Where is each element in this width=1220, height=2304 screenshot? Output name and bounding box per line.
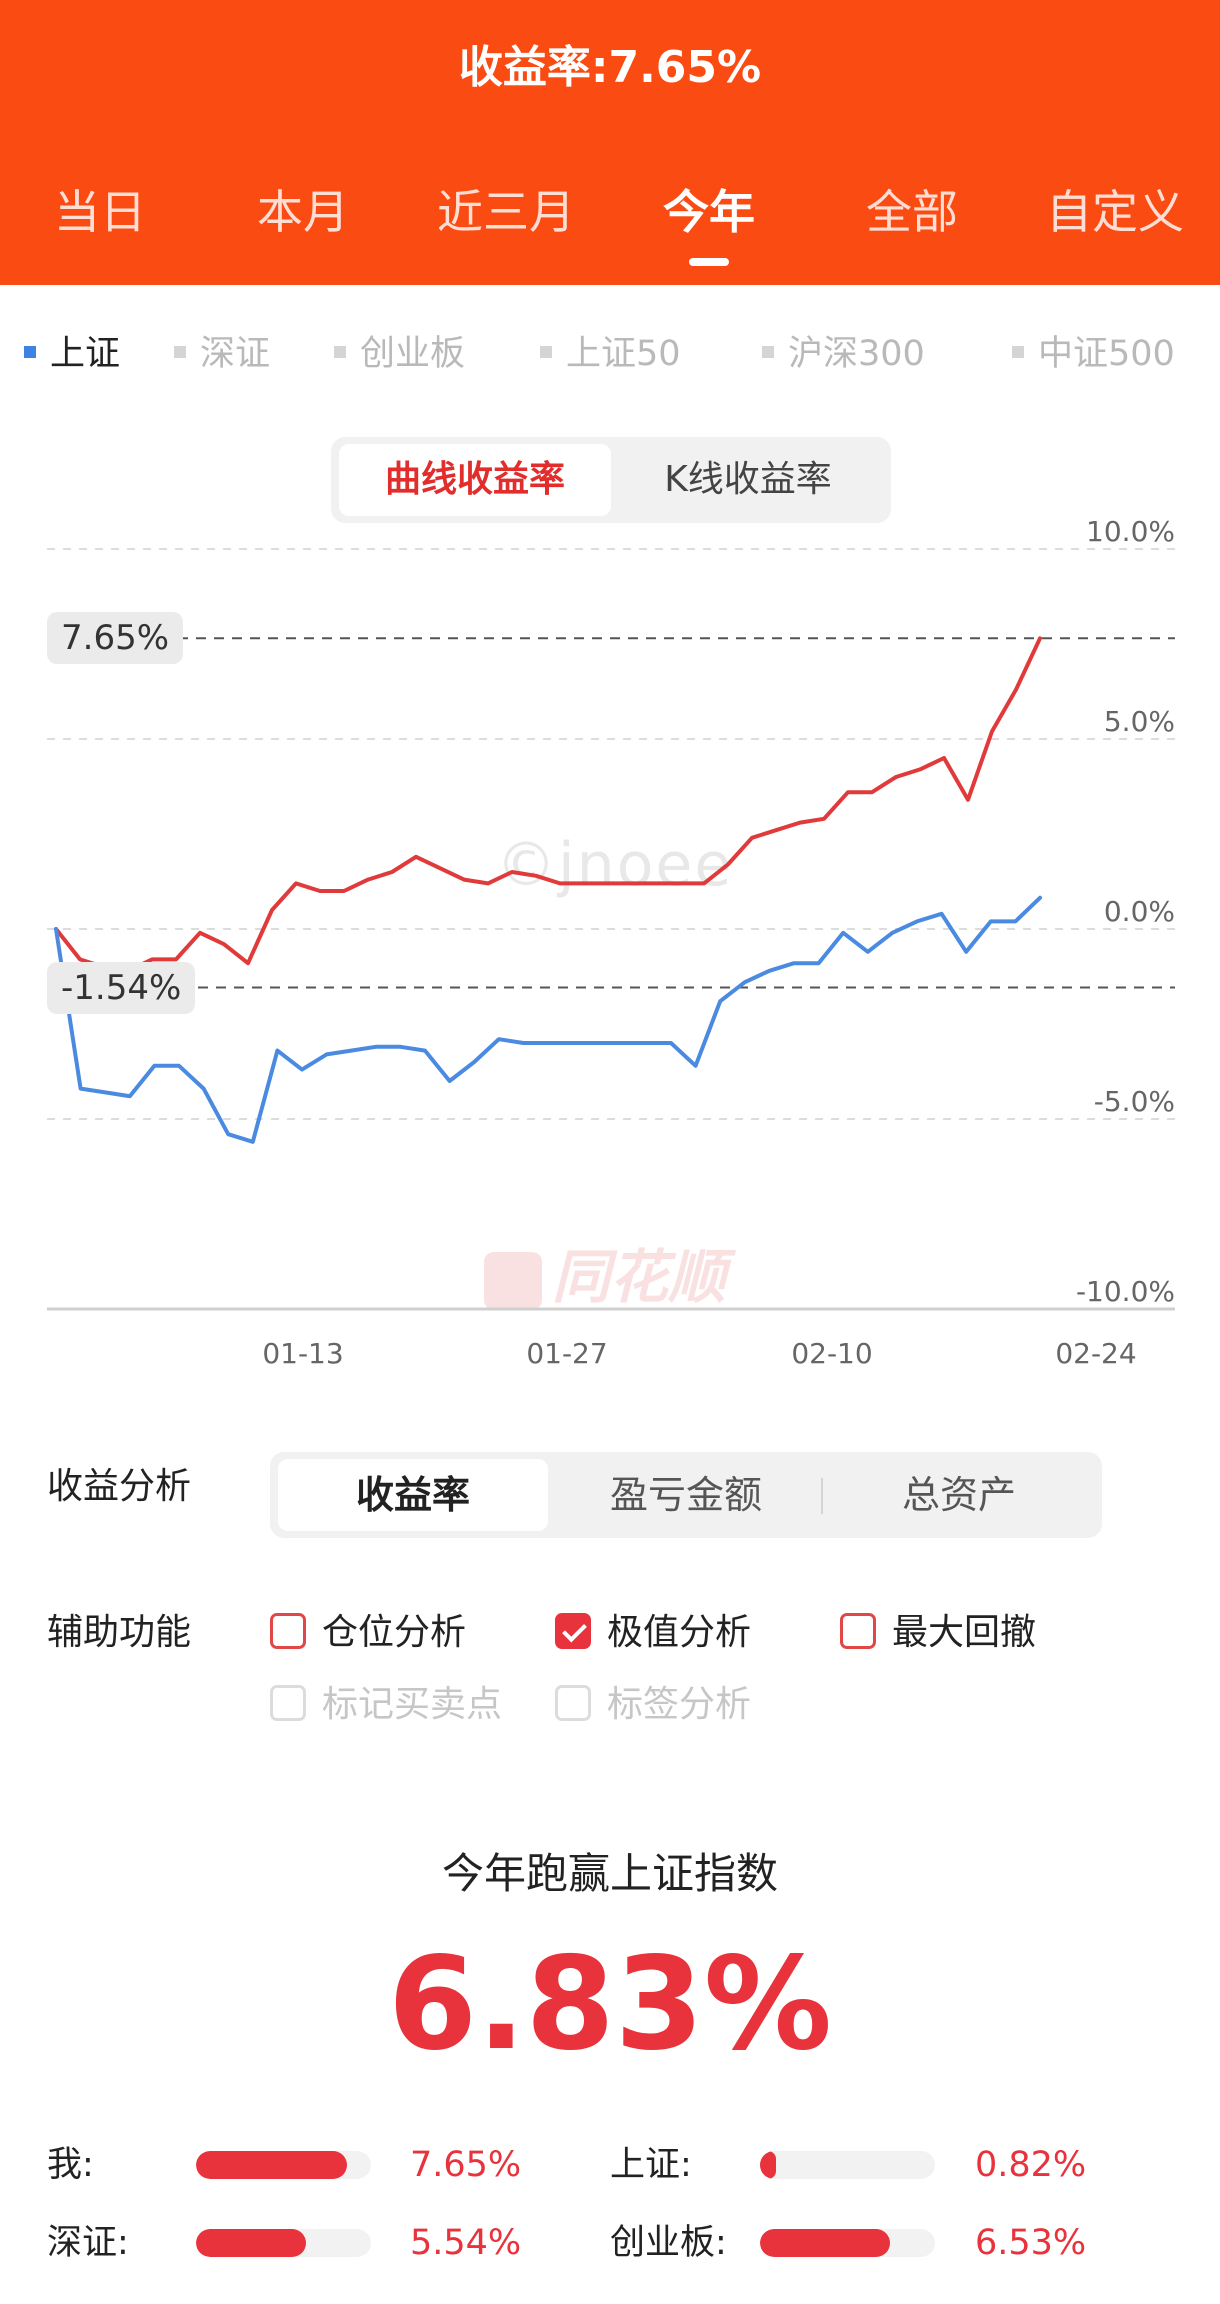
compare-bar-fill [196,2151,347,2179]
checkbox-label: 仓位分析 [322,1612,467,1653]
index-label: 上证50 [566,334,681,374]
checkbox-label: 标签分析 [607,1684,752,1725]
brand-watermark: 同花顺 [484,1230,726,1311]
tab-three-months[interactable]: 近三月 [437,185,575,239]
x-tick-label: 01-27 [526,1337,607,1370]
index-label: 上证 [50,334,121,374]
checkbox-icon [270,1613,306,1649]
tab-custom[interactable]: 自定义 [1046,185,1184,239]
seg-return-rate[interactable]: 收益率 [278,1459,548,1531]
kline-return-button[interactable]: K线收益率 [664,459,832,500]
max-value-label: 7.65% [47,612,184,665]
index-shenzhen[interactable]: 深证 [174,330,270,378]
seg-profit-amount[interactable]: 盈亏金额 [609,1473,762,1517]
checkbox-label: 最大回撤 [892,1612,1037,1653]
header-bar: 收益率:7.65% 当日 本月 近三月 今年 全部 自定义 [0,0,1220,285]
tab-all[interactable]: 全部 [866,185,958,239]
x-tick-label: 01-13 [262,1337,343,1370]
tab-this-year-label: 今年 [663,185,755,239]
y-tick-label: 0.0% [1104,895,1175,928]
compare-value-shanghai: 0.82% [975,2145,1087,2185]
tag-analysis-checkbox[interactable]: 标签分析 [555,1680,751,1730]
compare-value-me: 7.65% [410,2145,522,2185]
checkbox-icon [270,1685,306,1721]
y-tick-label: 5.0% [1104,705,1175,738]
index-label: 中证500 [1038,334,1175,374]
checked-checkbox-icon [555,1613,591,1649]
min-value-label: -1.54% [47,961,196,1014]
compare-bar-shenzhen [196,2229,371,2257]
compare-label-shenzhen: 深证: [47,2223,129,2263]
checkbox-icon [555,1685,591,1721]
compare-bar-me [196,2151,371,2179]
seg-divider [821,1478,823,1514]
compare-bar-fill [196,2229,307,2257]
brand-logo-icon [484,1251,542,1310]
curve-return-button[interactable]: 曲线收益率 [339,444,611,516]
position-analysis-checkbox[interactable]: 仓位分析 [270,1608,466,1658]
extreme-analysis-checkbox[interactable]: 极值分析 [555,1608,751,1658]
y-tick-label: 10.0% [1086,520,1175,548]
compare-value-chinext: 6.53% [975,2223,1087,2263]
compare-bar-fill [760,2151,776,2179]
compare-label-shanghai: 上证: [610,2145,692,2185]
compare-label-chinext: 创业板: [610,2223,727,2263]
y-tick-label: -5.0% [1094,1085,1175,1118]
index-dot [334,346,346,358]
index-shanghai[interactable]: 上证 [24,330,120,378]
my-return-line [54,636,1042,973]
index-label: 深证 [200,334,271,374]
active-tab-indicator [689,258,729,266]
index-dot [24,346,36,358]
y-tick-label: -10.0% [1076,1275,1175,1308]
copyright-watermark: ©jnoee [496,830,734,900]
summary-title: 今年跑赢上证指数 [441,1849,778,1898]
index-dot [1012,346,1024,358]
analysis-segment-control: 收益率 盈亏金额 总资产 [270,1452,1102,1538]
index-csi300[interactable]: 沪深300 [762,330,925,378]
checkbox-label: 极值分析 [607,1612,752,1653]
compare-label-me: 我: [47,2145,94,2185]
index-label: 创业板 [360,334,466,374]
index-chinext[interactable]: 创业板 [334,330,465,378]
tab-this-year[interactable]: 今年 [609,182,809,266]
seg-total-assets[interactable]: 总资产 [901,1473,1016,1517]
brand-watermark-text: 同花顺 [552,1243,727,1311]
max-drawdown-checkbox[interactable]: 最大回撤 [840,1608,1036,1658]
analysis-label: 收益分析 [47,1466,192,1507]
x-tick-label: 02-24 [1055,1337,1136,1370]
checkbox-label: 标记买卖点 [322,1684,503,1725]
compare-bar-fill [760,2229,890,2257]
chart-mode-toggle: 曲线收益率 K线收益率 [331,437,891,523]
page-title: 收益率:7.65% [458,42,762,93]
index-label: 沪深300 [788,334,925,374]
trade-markers-checkbox[interactable]: 标记买卖点 [270,1680,502,1730]
tab-this-month[interactable]: 本月 [257,185,349,239]
aux-functions-label: 辅助功能 [47,1612,192,1653]
compare-bar-shanghai [760,2151,935,2179]
compare-value-shenzhen: 5.54% [410,2223,522,2263]
index-dot [762,346,774,358]
index-dot [540,346,552,358]
compare-bar-chinext [760,2229,935,2257]
tab-today[interactable]: 当日 [54,185,146,239]
index-csi500[interactable]: 中证500 [1012,330,1175,378]
return-chart[interactable]: 10.0% 5.0% 0.0% -5.0% -10.0% 01-13 01-27 02-10 0… [0,520,1220,1380]
index-return-line [54,895,1042,1144]
index-dot [174,346,186,358]
checkbox-icon [840,1613,876,1649]
index-sse50[interactable]: 上证50 [540,330,681,378]
summary-outperform-value: 6.83% [387,1930,833,2079]
x-tick-label: 02-10 [791,1337,872,1370]
